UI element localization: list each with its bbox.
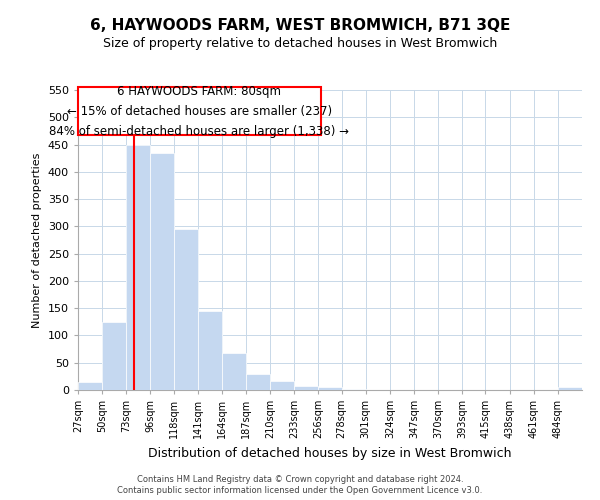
Text: 6 HAYWOODS FARM: 80sqm
← 15% of detached houses are smaller (237)
84% of semi-de: 6 HAYWOODS FARM: 80sqm ← 15% of detached… xyxy=(49,84,349,138)
FancyBboxPatch shape xyxy=(78,86,320,136)
Text: Contains public sector information licensed under the Open Government Licence v3: Contains public sector information licen… xyxy=(118,486,482,495)
Bar xyxy=(127,144,151,390)
Bar xyxy=(558,388,582,390)
Bar xyxy=(173,229,198,390)
X-axis label: Distribution of detached houses by size in West Bromwich: Distribution of detached houses by size … xyxy=(148,446,512,460)
Bar xyxy=(102,322,127,390)
Y-axis label: Number of detached properties: Number of detached properties xyxy=(32,152,42,328)
Bar xyxy=(270,380,294,390)
Text: Size of property relative to detached houses in West Bromwich: Size of property relative to detached ho… xyxy=(103,38,497,51)
Text: 6, HAYWOODS FARM, WEST BROMWICH, B71 3QE: 6, HAYWOODS FARM, WEST BROMWICH, B71 3QE xyxy=(90,18,510,32)
Bar xyxy=(151,152,173,390)
Bar xyxy=(319,388,341,390)
Bar xyxy=(222,353,246,390)
Bar xyxy=(295,386,319,390)
Bar xyxy=(78,382,102,390)
Text: Contains HM Land Registry data © Crown copyright and database right 2024.: Contains HM Land Registry data © Crown c… xyxy=(137,475,463,484)
Bar xyxy=(246,374,270,390)
Bar xyxy=(198,311,222,390)
